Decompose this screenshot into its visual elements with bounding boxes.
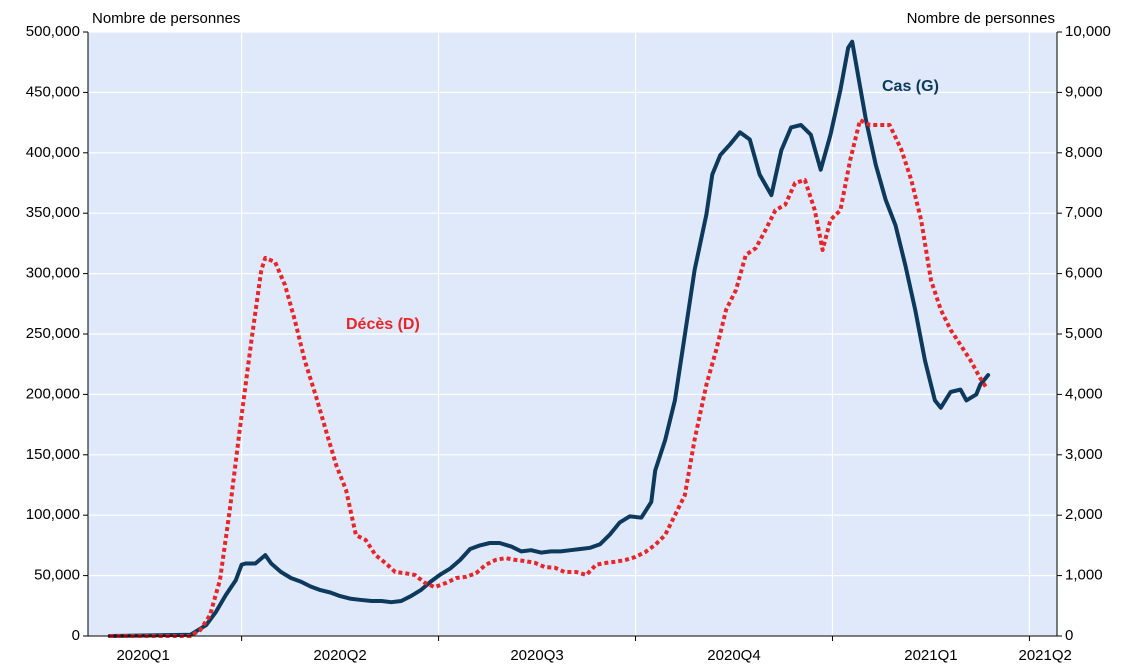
annotation: Décès (D): [346, 316, 420, 333]
x-tick-label: 2020Q2: [313, 647, 366, 664]
y2-tick-label: 8,000: [1065, 144, 1103, 161]
y-tick-label: 100,000: [26, 506, 80, 523]
series-line: [109, 118, 988, 638]
y-tick-label: 450,000: [26, 83, 80, 100]
series-line: [107, 39, 991, 638]
y-tick-label: 150,000: [26, 446, 80, 463]
y2-tick-label: 4,000: [1065, 385, 1103, 402]
y2-tick-label: 9,000: [1065, 83, 1103, 100]
y-tick-label: 250,000: [26, 325, 80, 342]
y2-tick-label: 7,000: [1065, 204, 1103, 221]
y2-tick-label: 6,000: [1065, 265, 1103, 282]
y2-tick-label: 5,000: [1065, 325, 1103, 342]
y-tick-label: 400,000: [26, 144, 80, 161]
y-tick-label: 50,000: [34, 567, 80, 584]
y2-tick-label: 3,000: [1065, 446, 1103, 463]
y2-tick-label: 0: [1065, 627, 1073, 644]
x-tick-label: 2020Q1: [116, 647, 169, 664]
y-tick-label: 200,000: [26, 385, 80, 402]
y2-tick-label: 10,000: [1065, 23, 1111, 40]
annotation: Cas (G): [882, 78, 939, 95]
x-tick-label: 2021Q1: [904, 647, 957, 664]
x-tick-label: 2021Q2: [1018, 647, 1071, 664]
y2-tick-label: 1,000: [1065, 567, 1103, 584]
x-tick-label: 2020Q3: [510, 647, 563, 664]
y-tick-label: 0: [72, 627, 80, 644]
y2-tick-label: 2,000: [1065, 506, 1103, 523]
y-tick-label: 350,000: [26, 204, 80, 221]
y-axis-title: Nombre de personnes: [92, 10, 240, 27]
y-tick-label: 300,000: [26, 265, 80, 282]
y-tick-label: 500,000: [26, 23, 80, 40]
y2-axis-title: Nombre de personnes: [907, 10, 1055, 27]
x-tick-label: 2020Q4: [707, 647, 760, 664]
